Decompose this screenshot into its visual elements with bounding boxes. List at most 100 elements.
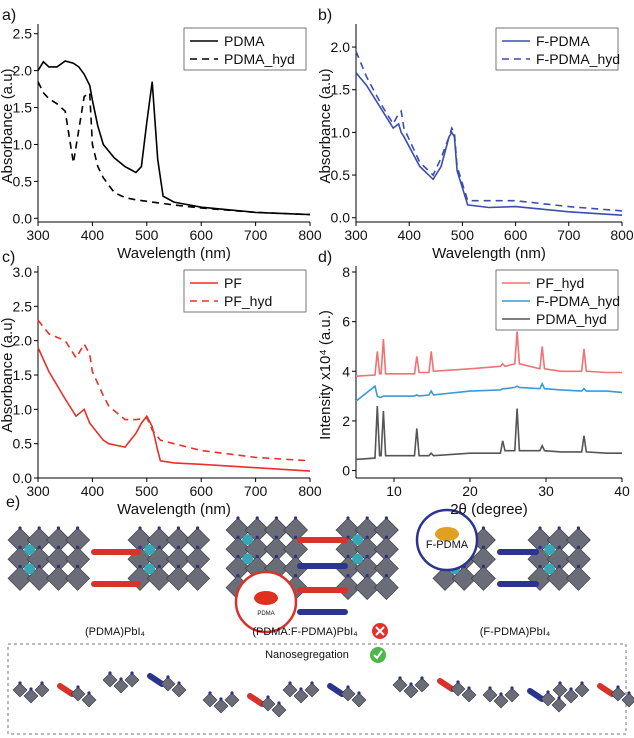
atom [299,687,303,691]
molecule [435,527,459,541]
x-tick-label: 300 [344,227,368,243]
atom [76,685,80,689]
atom [255,516,259,520]
atom [346,685,350,689]
octahedron [574,682,590,698]
atom [546,690,550,694]
atom [196,564,200,569]
atom [510,686,514,690]
spacer-bond [437,678,455,692]
x-tick-label: 300 [26,483,50,499]
structure-label: (PDMA)PbI₄ [85,626,146,638]
octahedron [351,692,367,708]
legend-label: PDMA [224,33,265,49]
octahedron [34,682,50,698]
atom [255,554,259,559]
data-line [37,319,311,462]
atom [29,687,33,691]
octahedron [335,575,361,601]
spacer-bond [147,673,165,687]
atom [37,545,41,549]
y-tick-label: 1.0 [13,401,33,417]
structure-label: (F-PDMA)PbI₄ [480,626,551,638]
y-axis-label: Intensity x10⁴ (a.u.) [317,310,334,440]
atom [576,564,581,569]
atom [236,574,240,578]
molecule [254,591,278,605]
atom [196,526,200,530]
panel-label: b) [318,7,332,24]
octahedron [551,697,567,713]
panel-label: c) [2,249,15,266]
spacer-bond [527,688,545,702]
atom [18,681,22,685]
cation [144,544,156,555]
atom [18,545,22,549]
atom [420,676,424,680]
legend-label: F-PDMA_hyd [536,293,620,309]
atom [538,545,542,549]
cation [544,544,555,555]
octahedron [271,702,287,718]
octahedron [282,682,298,698]
atom [56,526,61,530]
data-line [37,347,311,472]
y-tick-label: 1.0 [13,136,33,152]
spacer-bond [327,683,345,697]
atom [274,554,278,559]
atom [558,681,562,685]
inset-label: PDMA [257,611,274,617]
y-tick-label: 2.5 [13,298,33,314]
x-tick-label: 40 [614,483,630,499]
octahedron [202,692,218,708]
atom [538,564,542,569]
caption: Nanosegregation [265,649,349,661]
spacer-bond [247,693,265,707]
atom [274,516,278,520]
y-tick-label: 2.0 [13,63,33,79]
atom [481,564,485,569]
atom [266,695,270,699]
octahedron [392,677,408,693]
cation [352,534,363,545]
atom [310,681,314,685]
atom [384,574,388,578]
atom [409,682,413,686]
legend-box [495,27,619,71]
octahedron [304,682,320,698]
atom [557,545,561,549]
atom [538,526,542,530]
x-tick-label: 20 [462,483,478,499]
atom [569,687,573,691]
y-tick-label: 4 [342,363,350,379]
octahedron [552,682,568,698]
y-tick-label: 2.0 [331,39,351,55]
octahedron [260,696,276,712]
x-tick-label: 600 [190,227,214,243]
atom [236,535,240,539]
atom [76,545,80,549]
octahedron [45,565,71,591]
y-tick-label: 1.5 [13,367,33,383]
check [373,650,383,660]
atom [294,516,298,520]
atom [346,574,350,578]
octahedron [70,686,86,702]
y-axis-label: Absorbance (a.u) [317,68,334,183]
data-line [355,381,623,402]
atom [108,671,112,675]
octahedron [102,672,118,688]
atom [76,564,80,569]
atom [236,516,240,520]
y-tick-label: 2.5 [13,26,33,42]
octahedron [23,688,39,704]
atom [467,686,471,690]
octahedron [165,565,191,591]
x-axis-label: Wavelength (nm) [117,501,231,518]
x-tick-label: 10 [386,483,402,499]
atom [365,516,369,520]
octahedron [293,688,309,704]
atom [119,677,123,681]
atom [384,535,388,539]
atom [157,564,161,569]
